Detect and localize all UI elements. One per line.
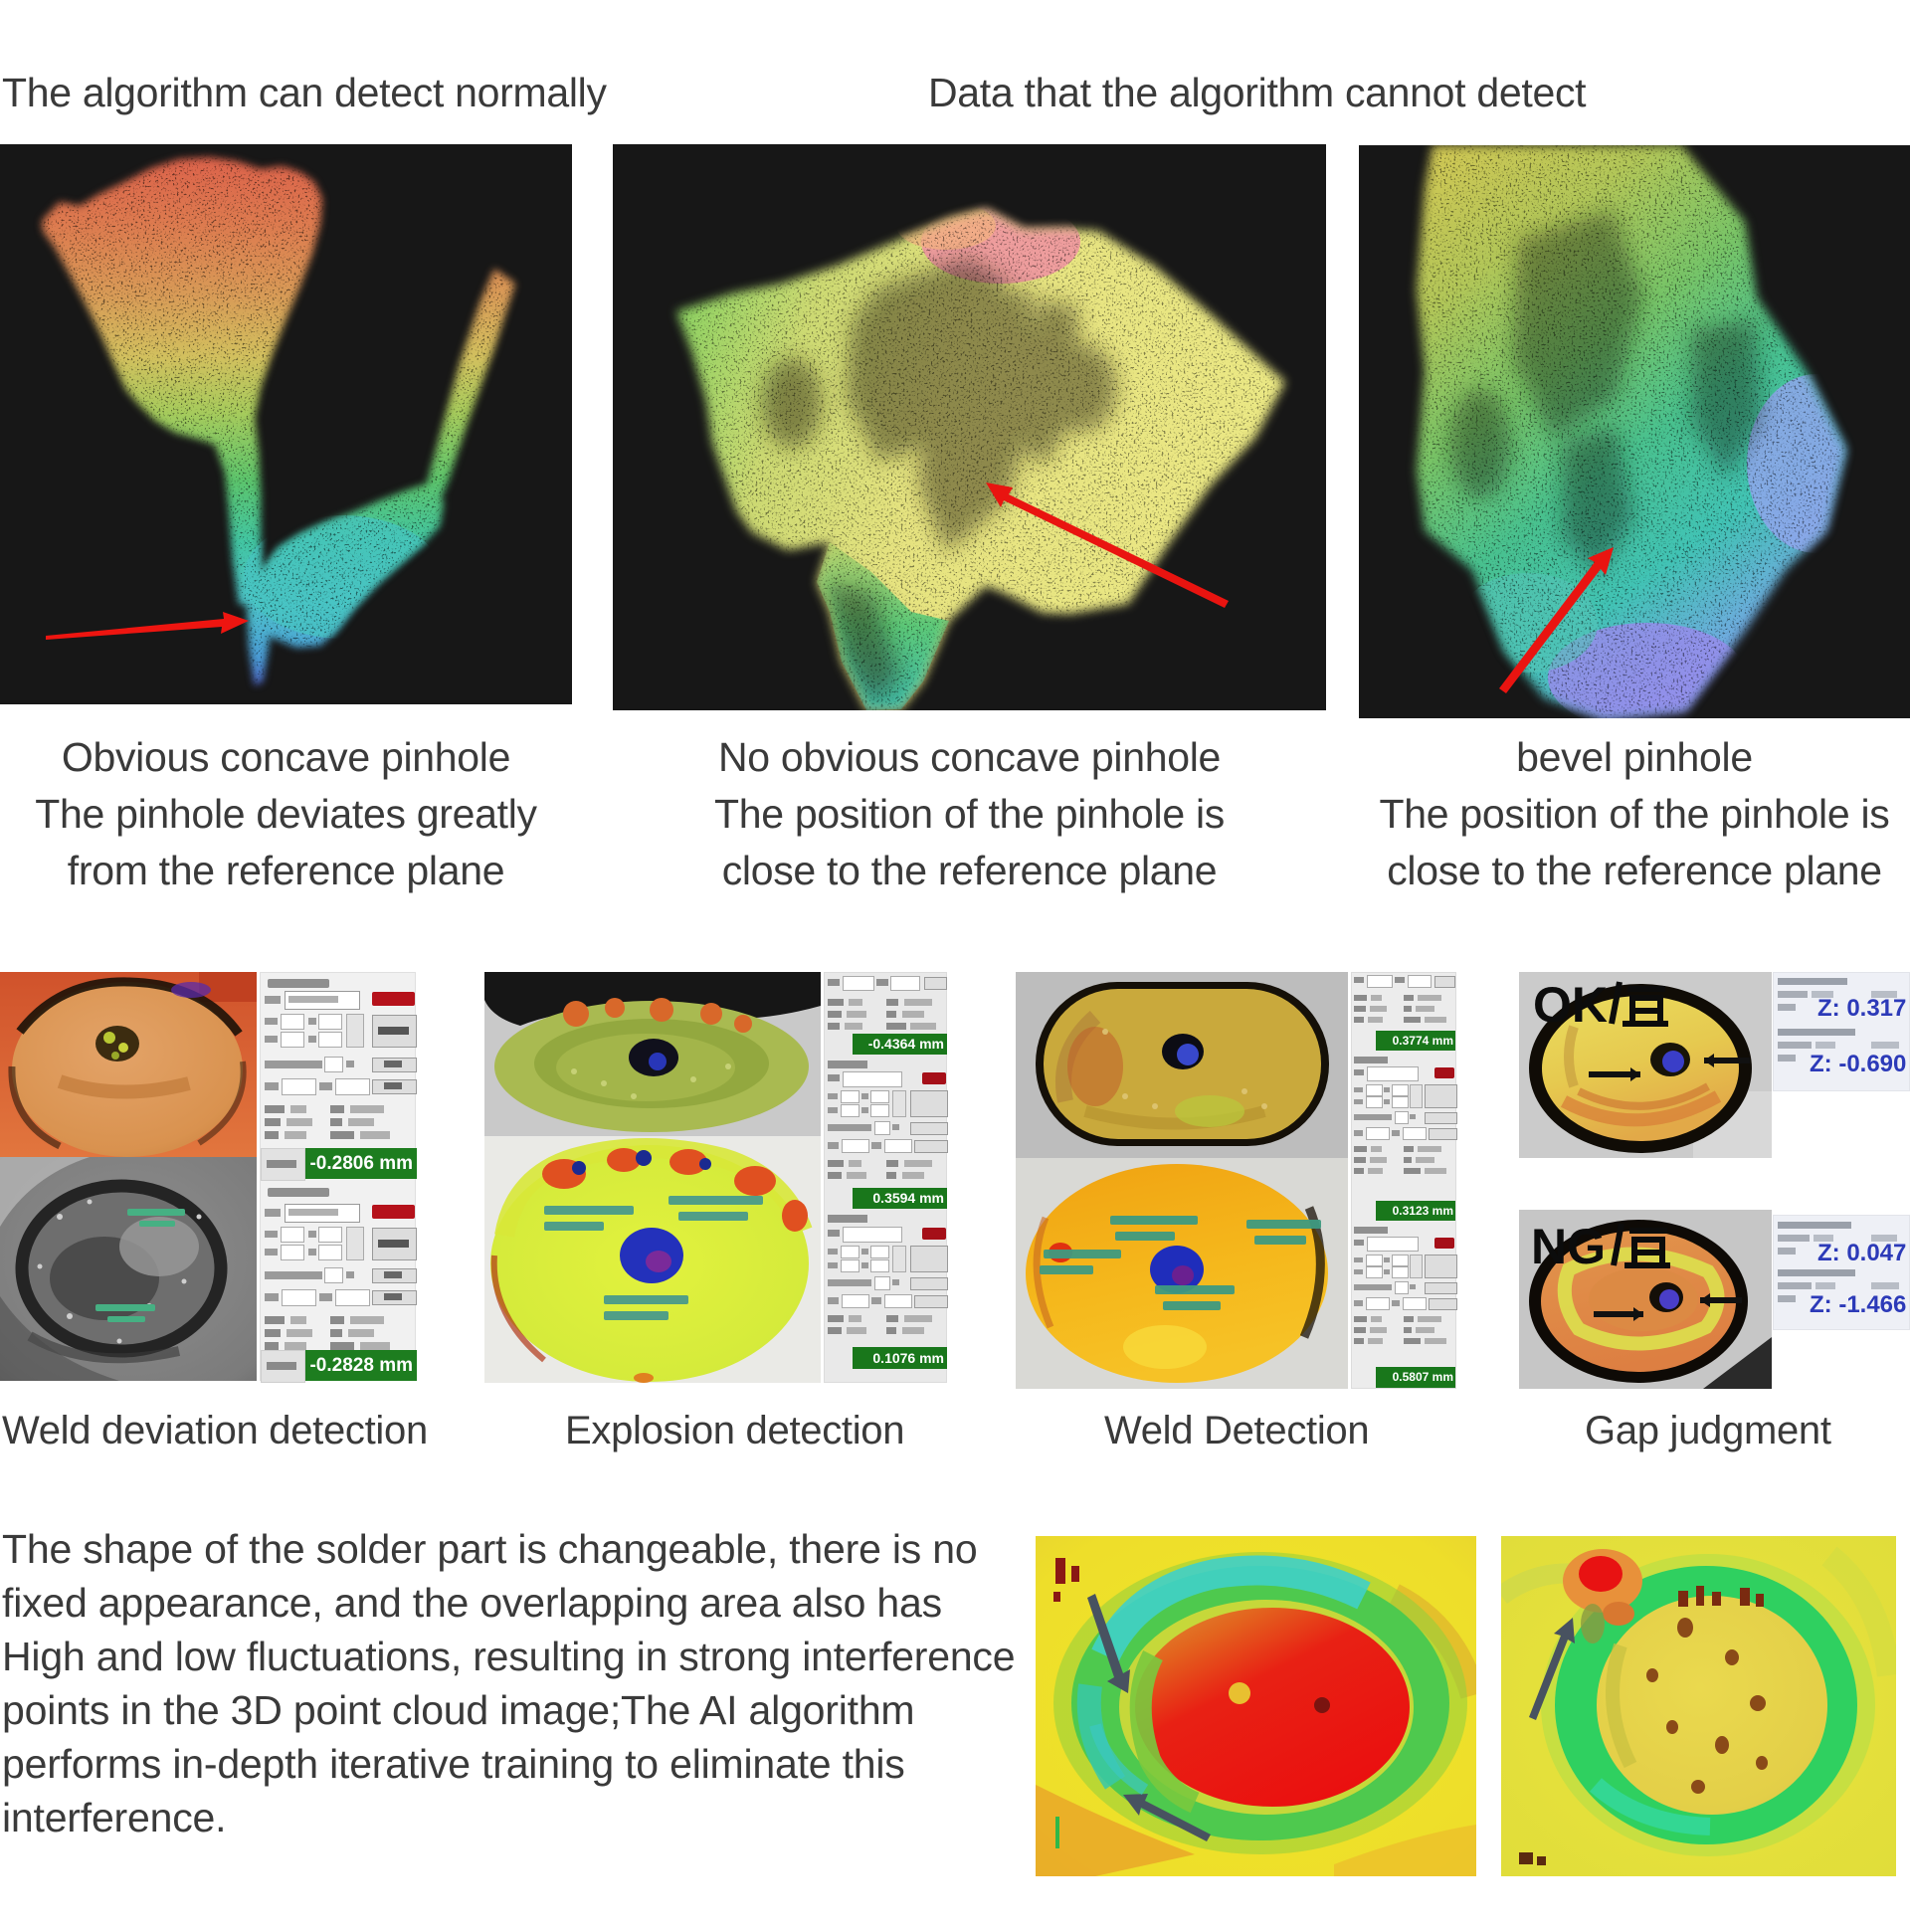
svg-text:NG: NG xyxy=(1531,1219,1606,1274)
svg-text:OK: OK xyxy=(1533,977,1608,1033)
